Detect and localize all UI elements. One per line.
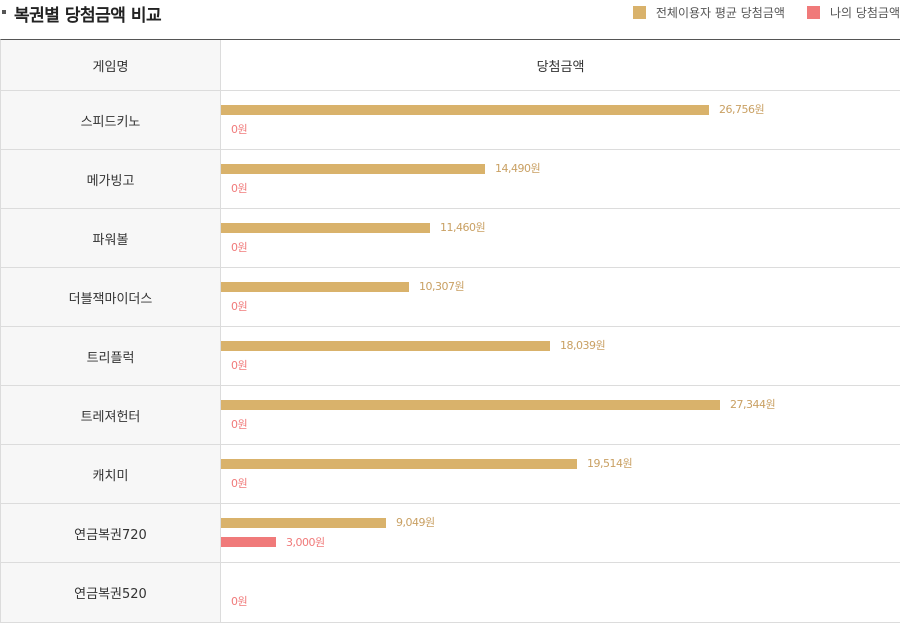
bar-average [221,223,430,233]
bar-cell: 19,514원 0원 [221,445,900,503]
bar-average-label: 9,049원 [396,516,435,529]
legend-item-average: 전체이용자 평균 당첨금액 [632,4,785,21]
legend-item-mine: 나의 당첨금액 [806,4,900,21]
bar-average-label: 19,514원 [587,457,633,470]
game-name: 스피드키노 [1,91,221,149]
bullet-icon [2,10,6,14]
game-name: 파워볼 [1,209,221,267]
comparison-table: 게임명 당첨금액 스피드키노 26,756원 0원 메가빙고 14,490원 0원 파워볼 1… [0,39,900,623]
bar-average [221,164,485,174]
table-row: 캐치미 19,514원 0원 [1,445,900,504]
game-name: 트리플럭 [1,327,221,385]
legend-swatch-average [632,5,646,19]
bar-mine-label: 3,000원 [286,536,325,549]
bar-cell: 11,460원 0원 [221,209,900,267]
bar-mine-label: 0원 [231,418,248,431]
bar-mine-label: 0원 [231,477,248,490]
game-name: 연금복권720 [1,504,221,562]
bar-cell: 9,049원 3,000원 [221,504,900,562]
game-name: 트레져헌터 [1,386,221,444]
table-row: 메가빙고 14,490원 0원 [1,150,900,209]
game-name: 캐치미 [1,445,221,503]
bar-average-label: 27,344원 [730,398,776,411]
bar-average-label: 10,307원 [419,280,465,293]
table-row: 트리플럭 18,039원 0원 [1,327,900,386]
game-name: 연금복권520 [1,563,221,622]
bar-cell: 18,039원 0원 [221,327,900,385]
column-header-amount-cell: 당첨금액 [221,40,900,90]
bar-average [221,282,409,292]
bar-mine-label: 0원 [231,300,248,313]
chart-legend: 전체이용자 평균 당첨금액 나의 당첨금액 [611,3,900,21]
bar-mine-label: 0원 [231,182,248,195]
legend-swatch-mine [806,5,820,19]
bar-average [221,105,709,115]
bar-cell: 27,344원 0원 [221,386,900,444]
bar-mine [221,537,276,547]
bar-mine-label: 0원 [231,595,248,608]
table-row: 연금복권520 0원 [1,563,900,622]
bar-cell: 14,490원 0원 [221,150,900,208]
bar-average [221,341,550,351]
bar-mine-label: 0원 [231,123,248,136]
table-row: 파워볼 11,460원 0원 [1,209,900,268]
bar-cell: 0원 [221,563,900,622]
table-row: 트레져헌터 27,344원 0원 [1,386,900,445]
table-row: 더블잭마이더스 10,307원 0원 [1,268,900,327]
bar-average-label: 18,039원 [560,339,606,352]
column-header-amount: 당첨금액 [536,59,585,75]
bar-cell: 10,307원 0원 [221,268,900,326]
column-header-game: 게임명 [1,40,221,90]
table-header-row: 게임명 당첨금액 [1,40,900,91]
section-header: 복권별 당첨금액 비교 전체이용자 평균 당첨금액 나의 당첨금액 [0,0,900,38]
bar-average-label: 14,490원 [495,162,541,175]
bar-cell: 26,756원 0원 [221,91,900,149]
game-name: 더블잭마이더스 [1,268,221,326]
bar-average [221,518,386,528]
bar-mine-label: 0원 [231,359,248,372]
bar-average [221,459,577,469]
bar-average-label: 26,756원 [719,103,765,116]
page-title: 복권별 당첨금액 비교 [14,6,162,26]
game-name: 메가빙고 [1,150,221,208]
bar-average-label: 11,460원 [440,221,486,234]
bar-mine-label: 0원 [231,241,248,254]
legend-label-average: 전체이용자 평균 당첨금액 [655,5,785,20]
table-row: 스피드키노 26,756원 0원 [1,91,900,150]
legend-label-mine: 나의 당첨금액 [829,5,900,20]
table-row: 연금복권720 9,049원 3,000원 [1,504,900,563]
bar-average [221,400,720,410]
